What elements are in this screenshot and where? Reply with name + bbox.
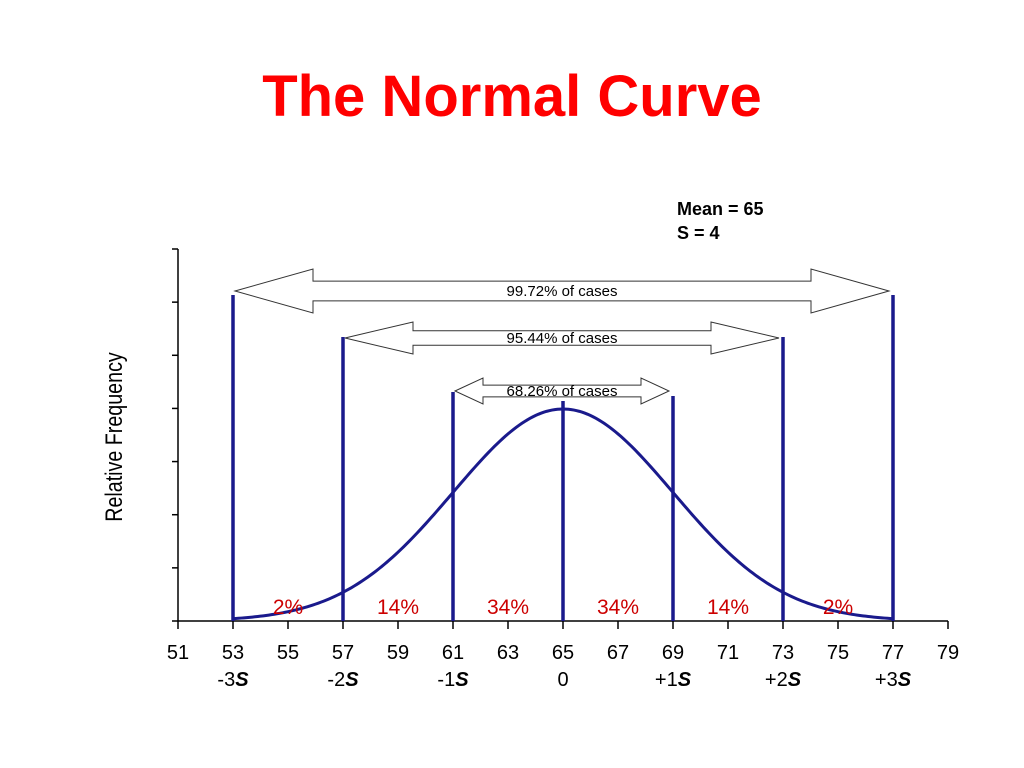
sd-label: +1S: [655, 669, 692, 691]
sd-label-symbol: S: [345, 669, 359, 691]
sd-label: +2S: [765, 669, 802, 691]
x-tick-label: 79: [937, 642, 959, 664]
sd-label: -1S: [437, 669, 469, 691]
stats-box: Mean = 65 S = 4: [677, 197, 764, 245]
region-percent-label: 14%: [377, 596, 419, 619]
range-label-2: 95.44% of cases: [507, 330, 618, 347]
range-arrow-2: [344, 321, 780, 355]
region-percent-label: 2%: [273, 596, 303, 619]
x-tick-label: 61: [442, 642, 464, 664]
sd-label-prefix: -3: [217, 669, 235, 691]
sd-label: S = 4: [677, 223, 720, 243]
region-percent-label: 34%: [487, 596, 529, 619]
range-arrow-3: [453, 377, 671, 405]
sd-label-prefix: 0: [557, 669, 568, 691]
sd-label-prefix: -2: [327, 669, 345, 691]
x-tick-label: 63: [497, 642, 519, 664]
x-tick-label: 71: [717, 642, 739, 664]
sd-label-symbol: S: [678, 669, 692, 691]
x-tick-label: 69: [662, 642, 684, 664]
x-tick-label: 51: [167, 642, 189, 664]
x-tick-label: 57: [332, 642, 354, 664]
sd-label-prefix: +1: [655, 669, 678, 691]
x-tick-label: 75: [827, 642, 849, 664]
x-tick-label: 53: [222, 642, 244, 664]
chart-title: The Normal Curve: [262, 64, 762, 129]
range-label-1: 99.72% of cases: [507, 283, 618, 300]
x-tick-label: 67: [607, 642, 629, 664]
sd-label: +3S: [875, 669, 912, 691]
region-percent-label: 2%: [823, 596, 853, 619]
sd-label-symbol: S: [788, 669, 802, 691]
sd-label-symbol: S: [235, 669, 249, 691]
range-arrow-1: [233, 268, 891, 314]
x-tick-label: 73: [772, 642, 794, 664]
region-percent-label: 34%: [597, 596, 639, 619]
sd-label: 0: [557, 669, 568, 691]
mean-label: Mean = 65: [677, 199, 764, 219]
x-tick-label: 65: [552, 642, 574, 664]
x-tick-label: 55: [277, 642, 299, 664]
sd-label-prefix: +3: [875, 669, 898, 691]
sd-label: -3S: [217, 669, 249, 691]
region-percent-label: 14%: [707, 596, 749, 619]
range-label-3: 68.26% of cases: [507, 383, 618, 400]
sd-label-symbol: S: [455, 669, 469, 691]
x-tick-label: 77: [882, 642, 904, 664]
sd-label: -2S: [327, 669, 359, 691]
sd-label-prefix: +2: [765, 669, 788, 691]
sd-label-prefix: -1: [437, 669, 455, 691]
sd-label-symbol: S: [898, 669, 912, 691]
y-axis-label: Relative Frequency: [100, 352, 127, 522]
x-tick-label: 59: [387, 642, 409, 664]
